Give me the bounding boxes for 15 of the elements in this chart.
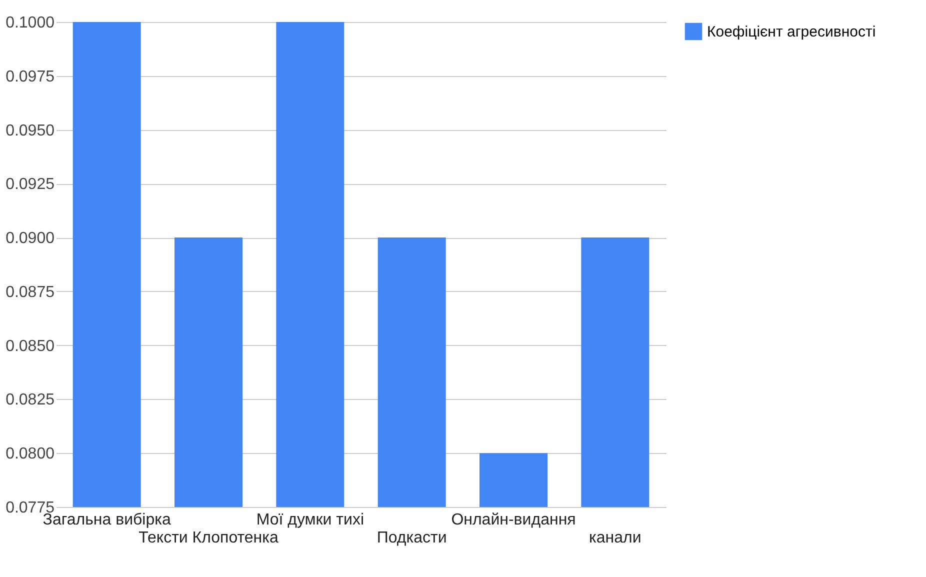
x-tick-label: Тексти Клопотенка <box>138 530 278 546</box>
x-tick-label: канали <box>589 530 642 546</box>
y-tick-label: 0.0875 <box>6 284 55 301</box>
x-tick-label: Онлайн-видання <box>451 512 576 528</box>
legend-label: Коефіцієнт агресивності <box>707 24 876 40</box>
y-tick-label: 0.0800 <box>6 446 55 463</box>
y-tick-label: 0.0850 <box>6 338 55 355</box>
y-tick-label: 0.0825 <box>6 392 55 409</box>
x-tick-label: Мої думки тихі <box>256 512 364 528</box>
y-tick-label: 0.0950 <box>6 122 55 140</box>
y-tick-label: 0.0925 <box>6 176 55 194</box>
y-tick-label: 0.0975 <box>6 68 55 86</box>
y-tick-label: 0.1000 <box>6 14 55 32</box>
y-tick-label: 0.0900 <box>6 230 55 248</box>
x-tick-label: Подкасти <box>376 530 447 546</box>
